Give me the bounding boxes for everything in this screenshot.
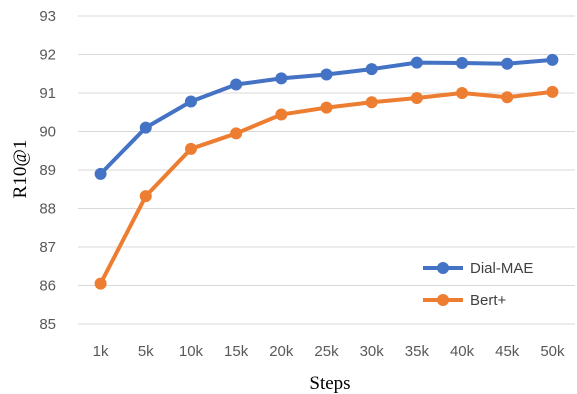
x-tick-label: 15k — [224, 343, 249, 360]
data-point — [184, 95, 197, 108]
y-axis-ticks: 85 86 87 88 89 90 91 92 93 — [39, 8, 56, 333]
data-point — [501, 91, 514, 104]
x-tick-label: 20k — [269, 343, 294, 360]
x-tick-label: 30k — [360, 343, 385, 360]
legend-label: Bert+ — [470, 292, 507, 309]
data-point — [230, 127, 243, 140]
data-point — [456, 87, 469, 99]
y-tick-label: 88 — [39, 201, 56, 218]
y-tick-label: 91 — [39, 85, 56, 102]
x-tick-label: 5k — [138, 343, 154, 360]
series-group — [94, 53, 559, 290]
data-point — [94, 277, 107, 290]
x-tick-label: 25k — [314, 343, 339, 360]
y-tick-label: 92 — [39, 47, 56, 64]
series-line — [98, 89, 553, 285]
data-point — [546, 53, 559, 66]
data-point — [320, 101, 333, 114]
x-tick-label: 50k — [540, 343, 565, 360]
data-point — [365, 63, 378, 76]
data-point — [410, 56, 423, 69]
legend-marker — [437, 262, 449, 274]
y-tick-label: 93 — [39, 8, 56, 25]
legend-item: Bert+ — [423, 292, 507, 309]
data-point — [275, 108, 288, 121]
x-tick-label: 35k — [405, 343, 430, 360]
series-1 — [94, 85, 559, 290]
x-tick-label: 40k — [450, 343, 475, 360]
y-tick-label: 87 — [39, 239, 56, 256]
y-tick-label: 90 — [39, 124, 56, 141]
series-0 — [94, 53, 559, 180]
y-tick-label: 86 — [39, 278, 56, 295]
legend-label: Dial-MAE — [470, 260, 533, 277]
data-point — [320, 68, 333, 81]
y-tick-label: 89 — [39, 162, 56, 179]
legend: Dial-MAE Bert+ — [423, 260, 533, 309]
data-point — [139, 121, 152, 134]
x-axis-ticks: 1k 5k 10k 15k 20k 25k 30k 35k 40k 45k 50k — [93, 343, 565, 360]
x-axis-title: Steps — [309, 373, 350, 394]
y-axis-title: R10@1 — [10, 140, 31, 199]
data-point — [230, 78, 243, 91]
data-point — [501, 57, 514, 70]
data-point — [546, 85, 559, 98]
x-tick-label: 45k — [495, 343, 520, 360]
data-point — [94, 167, 107, 180]
data-point — [410, 92, 423, 105]
data-point — [456, 56, 469, 69]
legend-marker — [437, 294, 449, 306]
data-point — [365, 96, 378, 109]
data-point — [139, 190, 152, 203]
x-tick-label: 1k — [93, 343, 109, 360]
data-point — [184, 142, 197, 155]
legend-item: Dial-MAE — [423, 260, 533, 277]
y-tick-label: 85 — [39, 316, 56, 333]
gridlines — [78, 15, 575, 325]
data-point — [275, 72, 288, 85]
x-tick-label: 10k — [179, 343, 204, 360]
